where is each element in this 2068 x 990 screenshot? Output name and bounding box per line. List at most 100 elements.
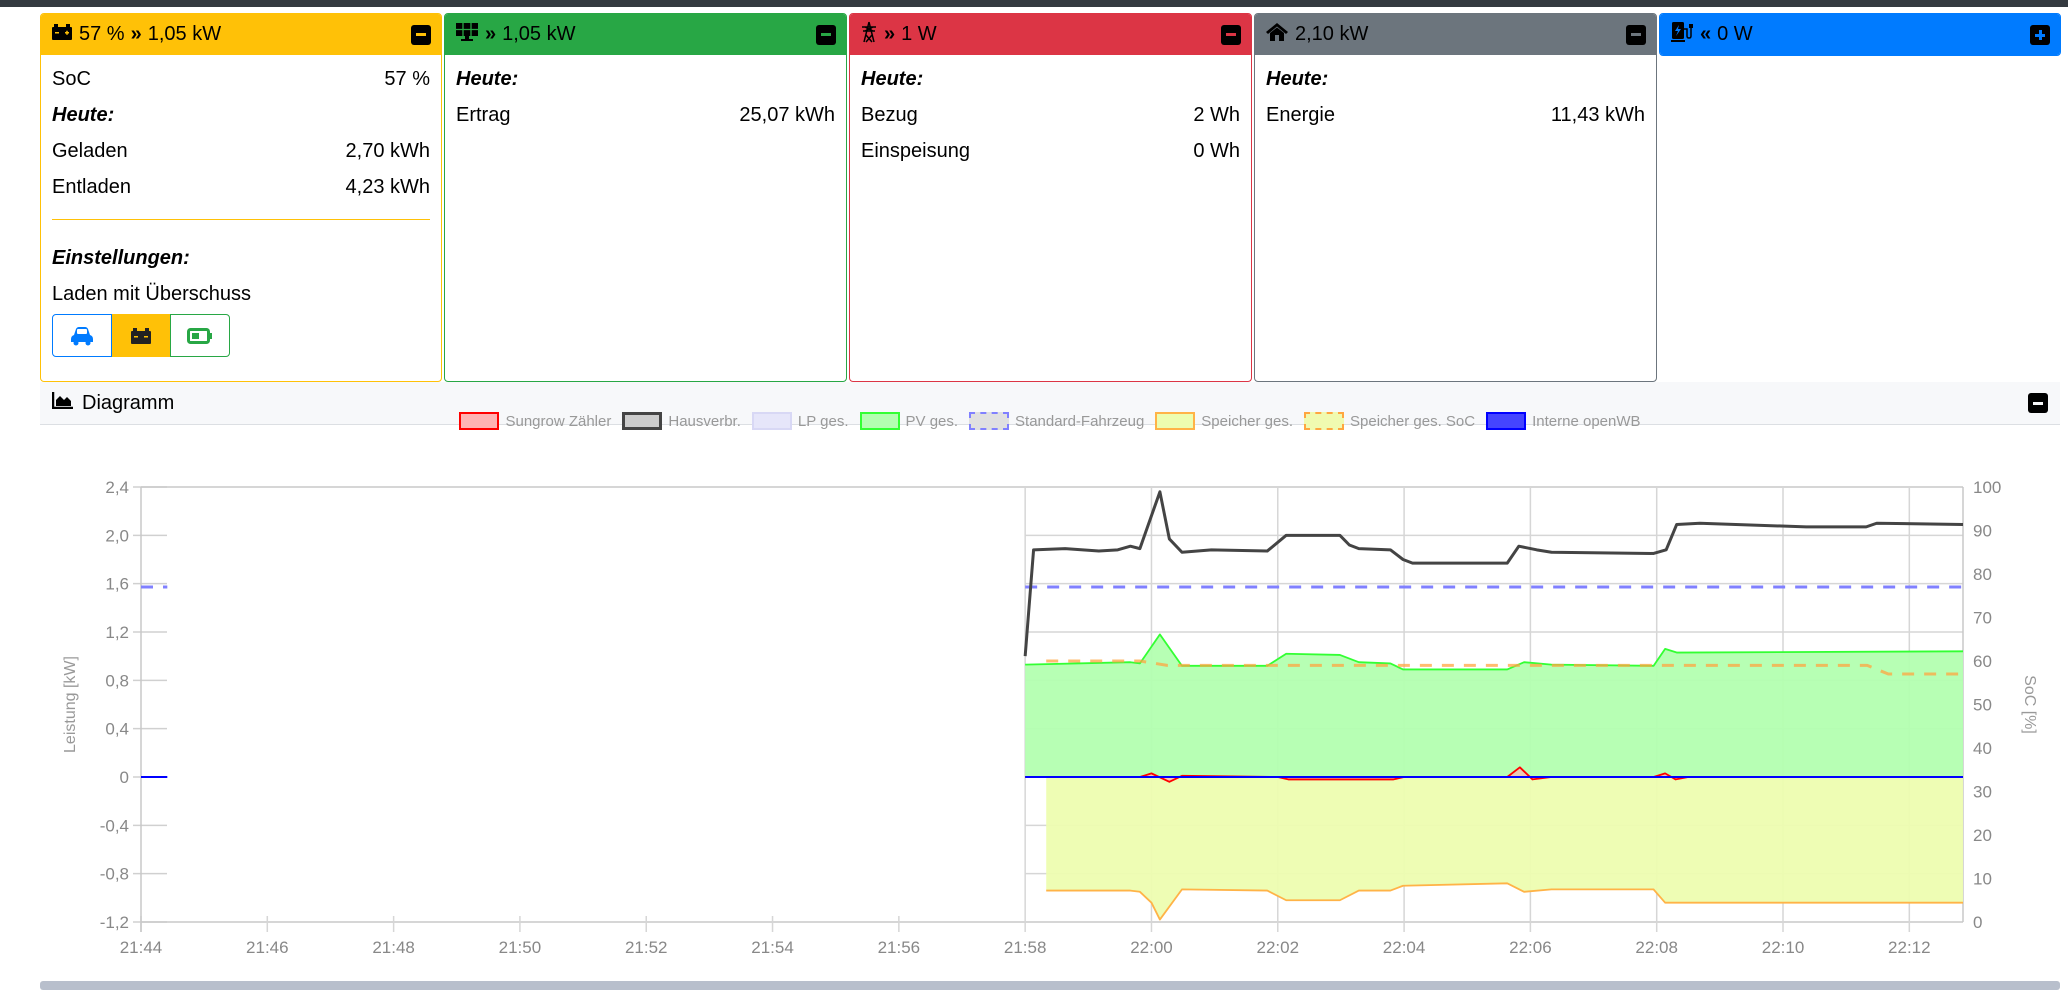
chevrons-right-icon: » bbox=[130, 23, 142, 45]
collapse-button[interactable] bbox=[1221, 24, 1241, 45]
charged-value: 2,70 kWh bbox=[345, 139, 430, 162]
charge-mode-label: Laden mit Überschuss bbox=[52, 282, 251, 305]
collapse-button[interactable] bbox=[816, 24, 836, 45]
expand-button[interactable] bbox=[2030, 24, 2050, 45]
y-tick-label: 2,4 bbox=[105, 478, 129, 497]
series-line-speicher-ges bbox=[1046, 882, 1963, 921]
soc-label: SoC bbox=[52, 67, 91, 90]
series-line-speicher-ges-soc bbox=[1046, 659, 1963, 676]
battery-card: 57 % » 1,05 kW SoC 57 % Heute: Geladen 2,7… bbox=[40, 13, 442, 382]
y2-tick-label: 30 bbox=[1973, 783, 1992, 802]
x-tick-label: 22:10 bbox=[1762, 938, 1805, 957]
import-value: 2 Wh bbox=[1193, 103, 1240, 126]
mode-car-button[interactable] bbox=[52, 314, 112, 357]
y-tick-label: -0,8 bbox=[100, 865, 129, 884]
mode-surplus-button[interactable] bbox=[170, 314, 230, 357]
chevrons-right-icon: » bbox=[485, 23, 497, 45]
series-area-speicher-ges bbox=[1046, 777, 1963, 920]
chart-area-icon bbox=[51, 391, 74, 415]
x-tick-label: 21:56 bbox=[878, 938, 921, 957]
legend-label: Interne openWB bbox=[1532, 412, 1641, 430]
y2-tick-label: 40 bbox=[1973, 739, 1992, 758]
chargepoint-card-header[interactable]: « 0 W bbox=[1660, 14, 2060, 55]
charging-station-icon bbox=[1670, 21, 1694, 49]
legend-swatch bbox=[1155, 412, 1196, 430]
diagram-card: Diagramm Sungrow Zähler Hausverbr. LP ges.… bbox=[40, 382, 2060, 983]
legend-item[interactable]: LP ges. bbox=[751, 412, 849, 430]
battery-power: 1,05 kW bbox=[147, 23, 222, 45]
status-cards: 57 % » 1,05 kW SoC 57 % Heute: Geladen 2,7… bbox=[40, 13, 2061, 382]
legend-label: PV ges. bbox=[905, 412, 959, 430]
charge-mode-buttons bbox=[52, 314, 230, 357]
horizontal-scrollbar[interactable] bbox=[40, 981, 2060, 990]
y2-tick-label: 80 bbox=[1973, 565, 1992, 584]
grid-card-header[interactable]: » 1 W bbox=[850, 14, 1251, 55]
y-tick-label: 1,2 bbox=[105, 623, 129, 642]
top-bar bbox=[0, 0, 2068, 7]
import-label: Bezug bbox=[861, 103, 918, 126]
y2-tick-label: 10 bbox=[1973, 870, 1992, 889]
car-battery-icon bbox=[131, 327, 151, 344]
x-tick-label: 22:12 bbox=[1888, 938, 1931, 957]
legend-label: Speicher ges. bbox=[1201, 412, 1294, 430]
diagram-title: Diagramm bbox=[82, 391, 175, 414]
diagram-header[interactable]: Diagramm bbox=[40, 382, 2060, 425]
yield-value: 25,07 kWh bbox=[739, 103, 835, 126]
legend-swatch bbox=[969, 412, 1010, 430]
energy-label: Energie bbox=[1266, 103, 1335, 126]
pv-card-header[interactable]: » 1,05 kW bbox=[445, 14, 846, 55]
y-tick-label: -0,4 bbox=[100, 816, 129, 835]
legend-item[interactable]: Interne openWB bbox=[1486, 412, 1641, 430]
soc-value: 57 % bbox=[384, 67, 430, 90]
y-tick-label: 1,6 bbox=[105, 575, 129, 594]
battery-soc: 57 % bbox=[79, 23, 125, 45]
legend-label: LP ges. bbox=[797, 412, 849, 430]
legend-label: Speicher ges. SoC bbox=[1350, 412, 1476, 430]
minus-icon bbox=[416, 33, 426, 36]
energy-value: 11,43 kWh bbox=[1550, 103, 1645, 126]
y2-tick-label: 60 bbox=[1973, 652, 1992, 671]
charged-label: Geladen bbox=[52, 139, 128, 162]
legend-item[interactable]: Hausverbr. bbox=[622, 412, 741, 430]
solar-panel-icon bbox=[455, 22, 479, 48]
power-tower-icon bbox=[860, 21, 878, 49]
legend-label: Standard-Fahrzeug bbox=[1015, 412, 1145, 430]
discharged-value: 4,23 kWh bbox=[345, 175, 430, 198]
x-tick-label: 22:08 bbox=[1635, 938, 1678, 957]
house-power: 2,10 kW bbox=[1295, 23, 1369, 45]
chargepoint-card: « 0 W bbox=[1659, 13, 2061, 56]
x-tick-label: 21:44 bbox=[120, 938, 163, 957]
legend-swatch bbox=[1304, 412, 1345, 430]
collapse-button[interactable] bbox=[411, 24, 431, 45]
export-label: Einspeisung bbox=[861, 139, 970, 162]
battery-card-header[interactable]: 57 % » 1,05 kW bbox=[41, 14, 441, 55]
legend-swatch bbox=[459, 412, 500, 430]
x-tick-label: 22:04 bbox=[1383, 938, 1426, 957]
minus-icon bbox=[2033, 401, 2043, 405]
minus-icon bbox=[1226, 33, 1236, 36]
x-tick-label: 21:58 bbox=[1004, 938, 1047, 957]
grid-card: » 1 W Heute: Bezug 2 Wh Einspeisung 0 Wh bbox=[849, 13, 1252, 382]
today-heading: Heute: bbox=[861, 67, 924, 90]
legend-item[interactable]: Speicher ges. bbox=[1155, 412, 1293, 430]
house-card: 2,10 kW Heute: Energie 11,43 kWh bbox=[1254, 13, 1657, 382]
legend-label: Hausverbr. bbox=[668, 412, 741, 430]
x-tick-label: 21:54 bbox=[751, 938, 794, 957]
pv-power: 1,05 kW bbox=[502, 23, 576, 45]
battery-half-icon bbox=[187, 327, 212, 344]
legend-item[interactable]: Standard-Fahrzeug bbox=[969, 412, 1144, 430]
series-line-hausverbr bbox=[1023, 490, 1964, 657]
collapse-button[interactable] bbox=[2028, 393, 2048, 413]
chargepoint-power: 0 W bbox=[1717, 23, 1753, 45]
collapse-button[interactable] bbox=[1626, 24, 1646, 45]
legend-item[interactable]: PV ges. bbox=[859, 412, 959, 430]
chart-legend: Sungrow Zähler Hausverbr. LP ges. PV ges. St… bbox=[40, 412, 2060, 430]
x-tick-label: 22:02 bbox=[1257, 938, 1300, 957]
legend-item[interactable]: Speicher ges. SoC bbox=[1304, 412, 1475, 430]
minus-icon bbox=[1631, 33, 1641, 36]
y2-axis-title: SoC [%] bbox=[2021, 675, 2038, 734]
house-card-header[interactable]: 2,10 kW bbox=[1255, 14, 1656, 55]
mode-battery-button[interactable] bbox=[112, 314, 170, 357]
legend-item[interactable]: Sungrow Zähler bbox=[459, 412, 611, 430]
battery-icon bbox=[51, 23, 73, 47]
